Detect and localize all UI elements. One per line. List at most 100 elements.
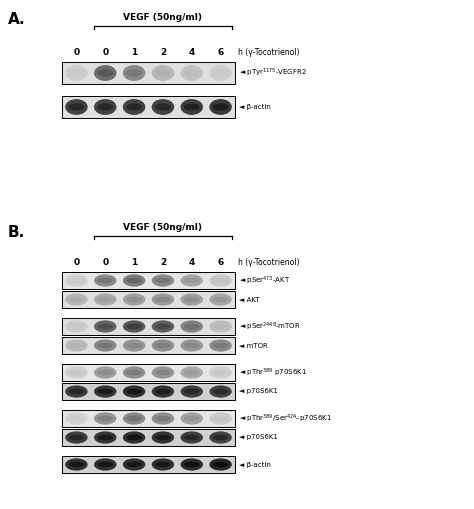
Bar xyxy=(62,337,235,354)
Ellipse shape xyxy=(94,293,117,305)
Ellipse shape xyxy=(152,320,174,332)
Ellipse shape xyxy=(184,103,200,110)
Ellipse shape xyxy=(155,297,171,302)
Ellipse shape xyxy=(181,459,203,471)
Ellipse shape xyxy=(65,385,88,398)
Ellipse shape xyxy=(155,324,171,329)
Text: h (γ-Tocotrienol): h (γ-Tocotrienol) xyxy=(238,258,300,267)
Ellipse shape xyxy=(181,385,203,398)
Ellipse shape xyxy=(97,103,113,110)
Ellipse shape xyxy=(181,366,203,379)
Bar xyxy=(62,383,235,400)
Ellipse shape xyxy=(184,462,200,467)
Ellipse shape xyxy=(213,343,228,348)
Ellipse shape xyxy=(184,416,200,421)
Ellipse shape xyxy=(94,385,117,398)
Ellipse shape xyxy=(155,370,171,375)
Ellipse shape xyxy=(94,320,117,332)
Ellipse shape xyxy=(152,459,174,471)
Bar xyxy=(62,318,235,335)
Ellipse shape xyxy=(213,69,228,76)
Ellipse shape xyxy=(181,65,203,81)
Ellipse shape xyxy=(97,416,113,421)
Text: VEGF (50ng/ml): VEGF (50ng/ml) xyxy=(123,223,202,232)
Bar xyxy=(62,62,235,84)
Text: ◄ AKT: ◄ AKT xyxy=(239,297,260,302)
Ellipse shape xyxy=(155,278,171,283)
Ellipse shape xyxy=(126,416,142,421)
Ellipse shape xyxy=(181,293,203,305)
Ellipse shape xyxy=(181,274,203,287)
Ellipse shape xyxy=(97,324,113,329)
Ellipse shape xyxy=(97,69,113,76)
Ellipse shape xyxy=(123,459,146,471)
Ellipse shape xyxy=(97,278,113,283)
Text: ◄ p70S6K1: ◄ p70S6K1 xyxy=(239,435,278,440)
Bar xyxy=(62,410,235,427)
Ellipse shape xyxy=(213,103,228,110)
Ellipse shape xyxy=(69,435,84,440)
Ellipse shape xyxy=(152,65,174,81)
Text: ◄ pThr$^{389}$ p70S6K1: ◄ pThr$^{389}$ p70S6K1 xyxy=(239,366,307,379)
Text: ◄ β-actin: ◄ β-actin xyxy=(239,104,271,110)
Ellipse shape xyxy=(65,320,88,332)
Ellipse shape xyxy=(94,459,117,471)
Text: ◄ mTOR: ◄ mTOR xyxy=(239,343,268,349)
Ellipse shape xyxy=(210,320,232,332)
Ellipse shape xyxy=(181,412,203,425)
Ellipse shape xyxy=(210,366,232,379)
Ellipse shape xyxy=(126,370,142,375)
Ellipse shape xyxy=(184,69,200,76)
Text: B.: B. xyxy=(8,225,25,240)
Text: h (γ-Tocotrienol): h (γ-Tocotrienol) xyxy=(238,48,300,57)
Ellipse shape xyxy=(155,389,171,394)
Ellipse shape xyxy=(65,293,88,305)
Ellipse shape xyxy=(65,274,88,287)
Bar xyxy=(62,291,235,308)
Text: 1: 1 xyxy=(131,258,137,267)
Bar xyxy=(62,96,235,118)
Ellipse shape xyxy=(152,432,174,444)
Ellipse shape xyxy=(126,389,142,394)
Text: 6: 6 xyxy=(218,258,224,267)
Ellipse shape xyxy=(184,297,200,302)
Ellipse shape xyxy=(184,389,200,394)
Ellipse shape xyxy=(210,293,232,305)
Ellipse shape xyxy=(184,370,200,375)
Ellipse shape xyxy=(126,435,142,440)
Ellipse shape xyxy=(69,103,84,110)
Text: 4: 4 xyxy=(189,48,195,57)
Ellipse shape xyxy=(210,385,232,398)
Ellipse shape xyxy=(213,435,228,440)
Ellipse shape xyxy=(152,366,174,379)
Ellipse shape xyxy=(213,370,228,375)
Ellipse shape xyxy=(94,432,117,444)
Ellipse shape xyxy=(97,389,113,394)
Ellipse shape xyxy=(94,65,117,81)
Ellipse shape xyxy=(65,99,88,115)
Ellipse shape xyxy=(126,278,142,283)
Text: ◄ pThr$^{389}$/Ser$^{424}$–p70S6K1: ◄ pThr$^{389}$/Ser$^{424}$–p70S6K1 xyxy=(239,412,332,425)
Text: 4: 4 xyxy=(189,258,195,267)
Ellipse shape xyxy=(152,412,174,425)
Ellipse shape xyxy=(126,69,142,76)
Ellipse shape xyxy=(69,278,84,283)
Ellipse shape xyxy=(184,343,200,348)
Text: ◄ β-actin: ◄ β-actin xyxy=(239,462,271,467)
Ellipse shape xyxy=(181,99,203,115)
Ellipse shape xyxy=(210,459,232,471)
Ellipse shape xyxy=(69,297,84,302)
Ellipse shape xyxy=(152,274,174,287)
Ellipse shape xyxy=(155,435,171,440)
Text: VEGF (50ng/ml): VEGF (50ng/ml) xyxy=(123,13,202,22)
Text: ◄ pSer$^{2448}$-mTOR: ◄ pSer$^{2448}$-mTOR xyxy=(239,320,301,333)
Ellipse shape xyxy=(210,65,232,81)
Ellipse shape xyxy=(69,370,84,375)
Ellipse shape xyxy=(152,340,174,352)
Text: 0: 0 xyxy=(73,258,80,267)
Text: 0: 0 xyxy=(73,48,80,57)
Ellipse shape xyxy=(69,324,84,329)
Ellipse shape xyxy=(69,343,84,348)
Ellipse shape xyxy=(65,432,88,444)
Ellipse shape xyxy=(65,340,88,352)
